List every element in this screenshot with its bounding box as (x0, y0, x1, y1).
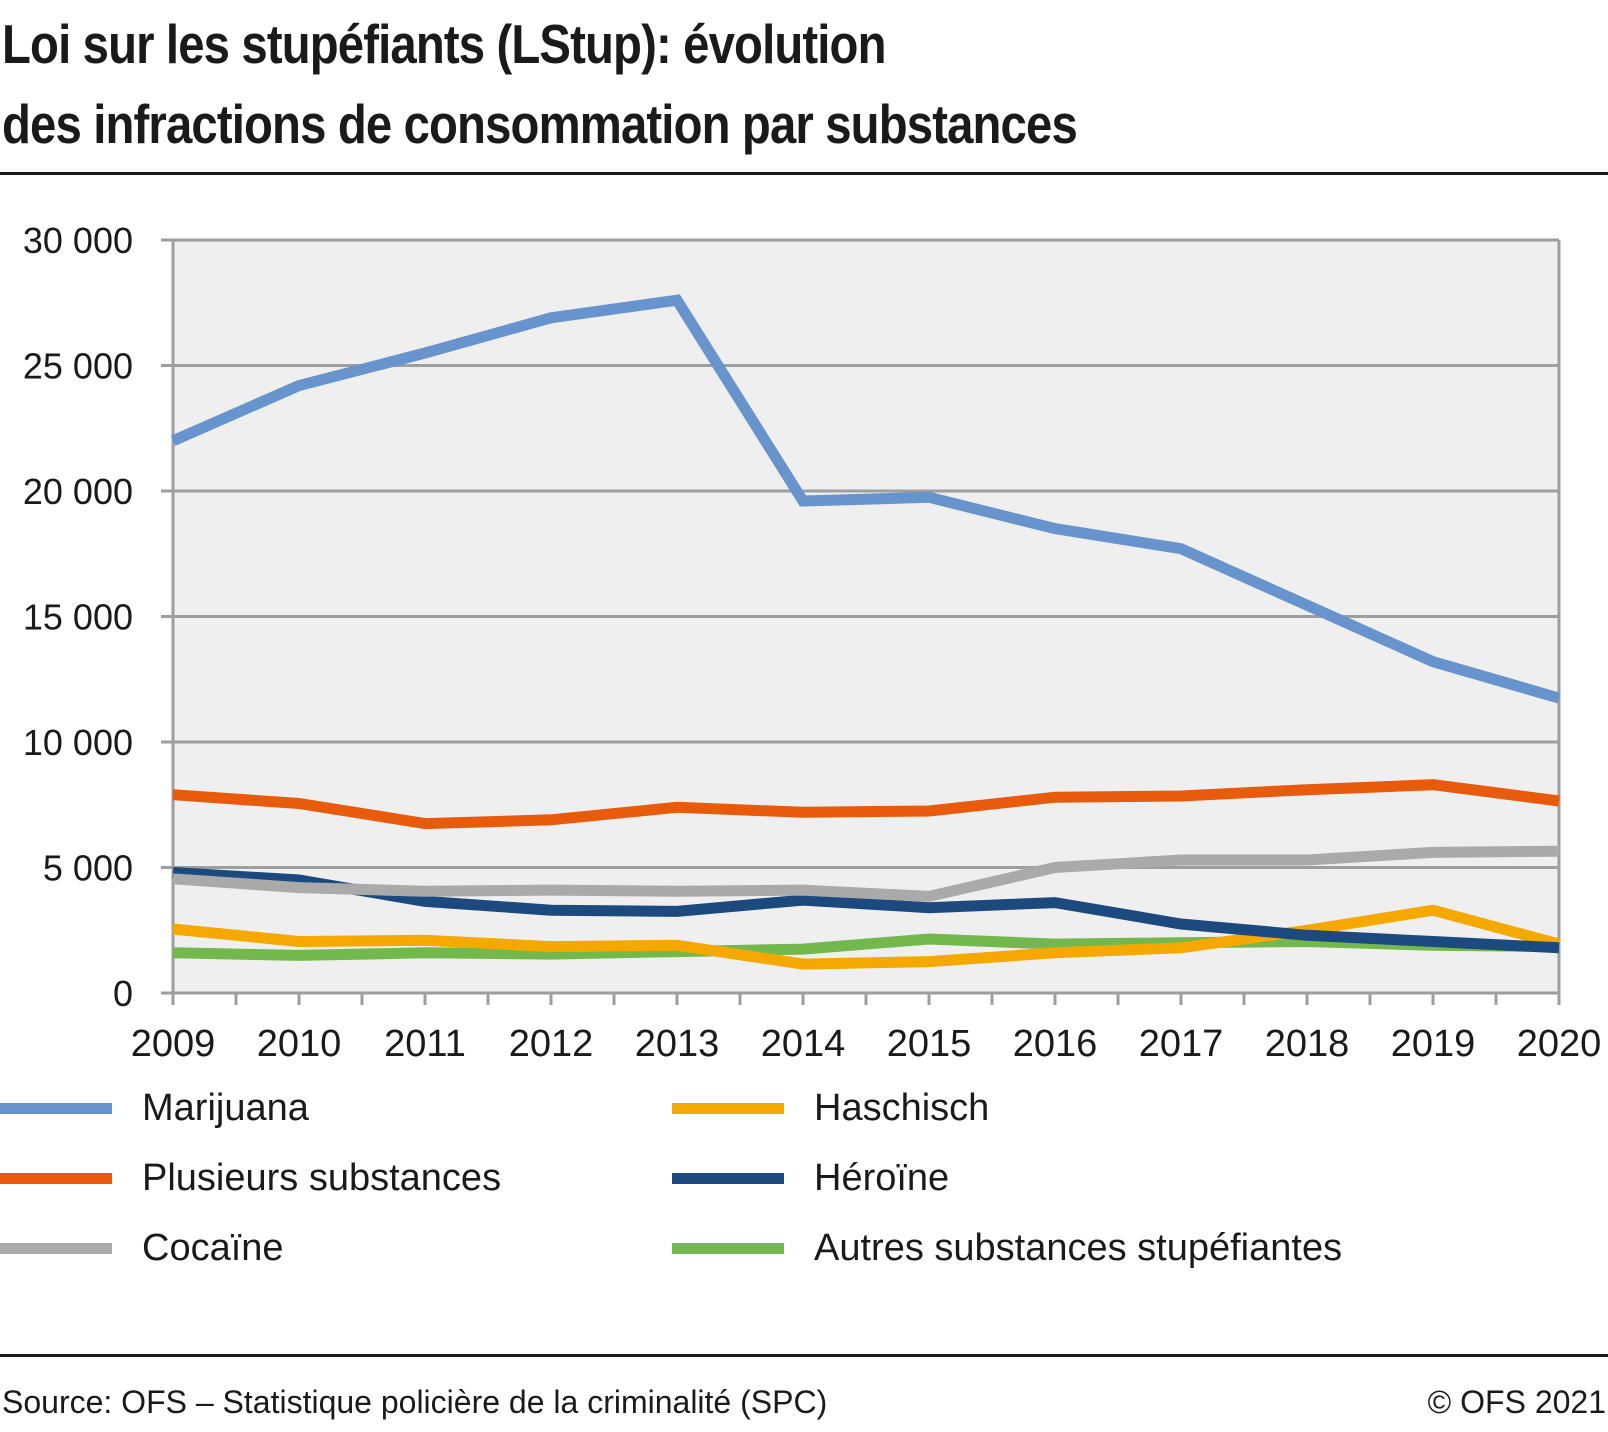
y-tick-label: 20 000 (23, 471, 133, 512)
series-line-marijuana (170, 294, 1561, 704)
chart-title: Loi sur les stupéfiants (LStup): évoluti… (2, 4, 1078, 164)
x-tick-label: 2010 (257, 1023, 342, 1060)
legend-swatch (0, 1242, 112, 1254)
legend-item: Cocaïne (0, 1218, 284, 1278)
y-tick-label: 10 000 (23, 722, 133, 763)
legend-label: Autres substances stupéfiantes (814, 1226, 1343, 1269)
x-tick-label: 2015 (887, 1023, 972, 1060)
x-tick-label: 2009 (131, 1023, 216, 1060)
x-tick-label: 2020 (1517, 1023, 1602, 1060)
legend-swatch (672, 1172, 784, 1184)
legend-item: Haschisch (672, 1078, 989, 1138)
y-tick-labels: 0 5 000 10 000 15 000 20 000 25 000 30 000 (23, 220, 133, 1014)
title-line-1: Loi sur les stupéfiants (LStup): évoluti… (2, 13, 886, 75)
legend-item: Plusieurs substances (0, 1148, 501, 1208)
y-tick-label: 25 000 (23, 346, 133, 387)
x-tick-label: 2016 (1013, 1023, 1098, 1060)
legend-swatch (672, 1102, 784, 1114)
copyright-note: © OFS 2021 (1427, 1384, 1606, 1420)
y-tick-label: 15 000 (23, 597, 133, 638)
legend-label: Marijuana (142, 1086, 309, 1129)
x-tick-label: 2011 (384, 1023, 466, 1060)
legend-label: Haschisch (814, 1086, 990, 1129)
series-line-plusieurs-substances (172, 779, 1560, 830)
x-tick-label: 2014 (761, 1023, 846, 1060)
legend-label: Héroïne (814, 1156, 950, 1199)
bottom-divider (0, 1354, 1608, 1357)
series-line-haschisch (172, 904, 1561, 970)
top-divider (0, 172, 1608, 175)
title-line-2: des infractions de consommation par subs… (2, 93, 1078, 155)
legend-label: Plusieurs substances (142, 1156, 502, 1199)
series-line-heroine (172, 867, 1560, 954)
x-tick-label: 2019 (1391, 1023, 1476, 1060)
x-tick-labels: 2009 2010 2011 2012 2013 2014 2015 2016 2017 2018… (131, 1023, 1602, 1060)
legend-item: Autres substances stupéfiantes (672, 1218, 1342, 1278)
series-lines (170, 294, 1561, 970)
series-line-autres-substances-stupefiantes (172, 933, 1560, 961)
legend-swatch (0, 1102, 112, 1114)
x-tick-label: 2018 (1265, 1023, 1350, 1060)
line-chart: 0 5 000 10 000 15 000 20 000 25 000 30 000 200… (23, 220, 1602, 1060)
y-tick-label: 0 (113, 973, 133, 1014)
source-note: Source: OFS – Statistique policière de l… (2, 1384, 828, 1420)
legend-item: Marijuana (0, 1078, 309, 1138)
legend-swatch (672, 1242, 784, 1254)
legend-label: Cocaïne (142, 1226, 284, 1269)
series-line-cocaine (172, 845, 1560, 902)
y-tick-label: 30 000 (23, 220, 133, 261)
y-tick-label: 5 000 (43, 848, 133, 889)
gridlines (161, 238, 1559, 995)
x-tick-label: 2012 (509, 1023, 594, 1060)
legend-item: Héroïne (672, 1148, 949, 1208)
x-tick-label: 2017 (1139, 1023, 1224, 1060)
x-tick-label: 2013 (635, 1023, 720, 1060)
legend-swatch (0, 1172, 112, 1184)
